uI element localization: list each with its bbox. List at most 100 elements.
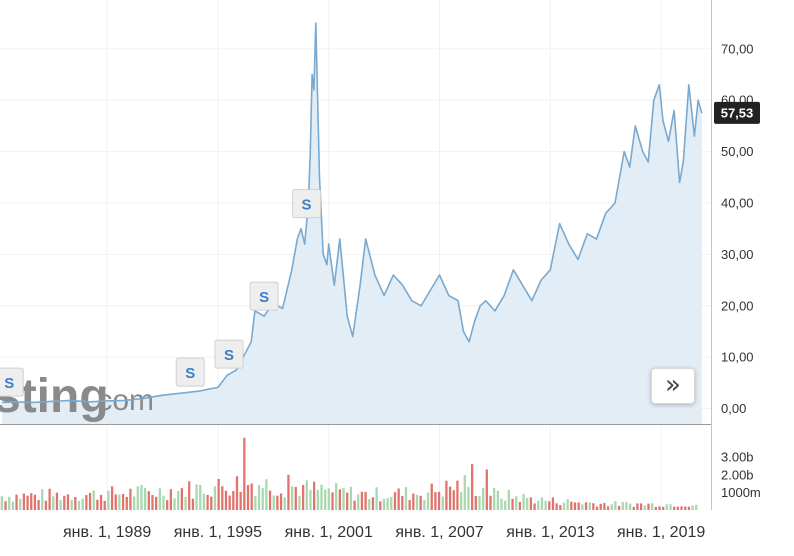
volume-bar xyxy=(478,495,481,510)
volume-bar xyxy=(448,486,452,510)
split-marker: S xyxy=(0,367,24,397)
y-tick-label: 10,00 xyxy=(721,350,754,365)
volume-bar xyxy=(441,496,444,510)
split-marker-label: S xyxy=(185,365,195,382)
volume-bar xyxy=(643,505,646,510)
volume-bar xyxy=(357,494,360,510)
volume-bar xyxy=(423,499,426,510)
volume-bar xyxy=(81,498,84,510)
volume-bar xyxy=(459,491,463,510)
volume-bar xyxy=(235,476,239,510)
volume-bar xyxy=(11,501,15,510)
volume-bar xyxy=(272,495,275,510)
volume-bar xyxy=(33,494,37,510)
volume-bar xyxy=(331,492,334,510)
volume-bar xyxy=(390,496,393,510)
volume-bar xyxy=(232,491,235,510)
volume-bar xyxy=(8,496,11,510)
volume-bar xyxy=(118,494,121,510)
volume-bar xyxy=(621,501,624,510)
price-area-fill xyxy=(1,23,702,424)
volume-bar xyxy=(184,497,187,510)
volume-bar xyxy=(166,500,169,510)
volume-bar xyxy=(114,494,117,510)
volume-bar xyxy=(537,500,540,510)
volume-bar xyxy=(452,490,455,510)
volume-axis-ticks: 3.00b 2.00b 1000m xyxy=(721,450,761,500)
last-price-label: 57,53 xyxy=(721,105,754,120)
x-tick-label: янв. 1, 1995 xyxy=(174,524,262,541)
volume-bar xyxy=(426,492,430,510)
split-marker: S xyxy=(292,189,322,219)
y-tick-label: 50,00 xyxy=(721,144,754,159)
split-marker-box xyxy=(249,281,279,311)
volume-bar xyxy=(566,499,569,510)
volume-bar xyxy=(228,495,231,510)
volume-bar xyxy=(375,487,378,510)
volume-bar xyxy=(63,495,66,510)
volume-bar xyxy=(158,488,161,510)
volume-bar xyxy=(577,502,580,510)
x-tick-label: янв. 1, 2007 xyxy=(395,524,483,541)
volume-bar xyxy=(632,506,635,510)
volume-bar xyxy=(316,489,319,510)
volume-bar xyxy=(349,486,353,510)
volume-bar xyxy=(606,506,610,510)
volume-bar xyxy=(254,496,257,510)
y-tick-label: 40,00 xyxy=(721,196,754,211)
volume-bar xyxy=(493,487,496,510)
volume-bar xyxy=(221,486,224,510)
volume-bar xyxy=(463,475,466,510)
volume-bar xyxy=(265,479,268,510)
volume-bar xyxy=(599,503,602,510)
volume-bar xyxy=(368,499,371,510)
volume-bar xyxy=(173,498,176,510)
split-marker-box xyxy=(0,367,24,397)
volume-bar xyxy=(662,506,665,510)
volume-bar xyxy=(522,493,525,510)
volume-bar xyxy=(526,497,529,510)
volume-bar xyxy=(103,500,106,510)
volume-bar xyxy=(489,495,492,510)
volume-bar xyxy=(456,480,459,510)
volume-bar xyxy=(125,496,128,510)
volume-bar xyxy=(55,492,59,510)
volume-bar xyxy=(467,486,470,510)
split-marker: S xyxy=(249,281,279,311)
volume-bar xyxy=(41,489,44,510)
volume-bar xyxy=(338,489,341,510)
split-markers: S S S S S xyxy=(0,189,322,397)
volume-bar xyxy=(382,498,386,510)
price-line-path xyxy=(1,22,703,404)
volume-bar xyxy=(92,490,95,510)
volume-bar xyxy=(257,484,261,510)
volume-bar xyxy=(518,501,522,510)
volume-bar xyxy=(301,484,305,510)
volume-bar xyxy=(243,437,246,510)
volume-bar xyxy=(676,506,680,510)
volume-bar xyxy=(581,504,584,510)
volume-bar xyxy=(294,486,297,510)
split-marker-label: S xyxy=(224,347,234,364)
volume-bar xyxy=(346,492,349,510)
split-marker-box xyxy=(175,357,205,387)
volume-bar xyxy=(169,489,172,510)
volume-bar xyxy=(695,504,698,510)
split-marker-label: S xyxy=(302,197,312,214)
volume-bar xyxy=(44,500,48,510)
volume-bar xyxy=(250,483,253,510)
volume-bar xyxy=(246,485,250,510)
volume-bar xyxy=(96,499,99,510)
volume-bar xyxy=(584,502,588,510)
volume-bar xyxy=(654,506,657,510)
split-marker-box xyxy=(292,189,322,219)
x-tick-label: янв. 1, 2001 xyxy=(285,524,373,541)
volume-bar xyxy=(544,500,547,510)
volume-bar xyxy=(335,483,338,510)
expand-chart-button[interactable]: » xyxy=(651,368,695,404)
volume-bar xyxy=(470,464,474,510)
volume-bar xyxy=(283,497,286,510)
volume-bar xyxy=(562,502,566,510)
volume-bar xyxy=(132,496,136,510)
